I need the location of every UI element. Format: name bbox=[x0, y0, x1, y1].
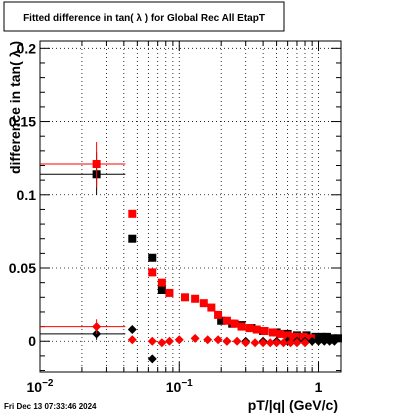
square-point bbox=[217, 316, 226, 325]
square-point bbox=[199, 299, 208, 308]
diamond-point bbox=[147, 336, 157, 346]
diamond-point bbox=[300, 338, 310, 348]
diamond-point bbox=[174, 335, 184, 345]
square-point bbox=[92, 160, 101, 169]
diamond-point bbox=[250, 338, 260, 348]
title-box bbox=[3, 1, 285, 32]
square-point bbox=[245, 324, 254, 333]
chart-title: Fitted difference in tan( λ ) for Global… bbox=[23, 13, 265, 24]
square-point bbox=[157, 278, 166, 287]
diamond-point bbox=[265, 338, 275, 348]
y-tick-label: 0.2 bbox=[17, 40, 37, 56]
diamond-point bbox=[278, 338, 288, 348]
diamond-point bbox=[164, 336, 174, 346]
diamond-point bbox=[329, 336, 339, 346]
square-point bbox=[157, 285, 166, 294]
data-marks bbox=[40, 142, 343, 364]
diamond-point bbox=[147, 354, 157, 364]
y-tick-label: 0 bbox=[28, 333, 36, 349]
square-point bbox=[214, 310, 223, 319]
diamond-point bbox=[307, 336, 317, 346]
diamond-point bbox=[127, 325, 137, 335]
axis-ticks bbox=[39, 41, 341, 372]
square-point bbox=[260, 326, 269, 335]
square-point bbox=[334, 334, 343, 343]
diamond-point bbox=[241, 338, 251, 348]
diamond-point bbox=[203, 335, 213, 345]
diamond-point bbox=[325, 336, 335, 346]
square-point bbox=[148, 253, 157, 262]
square-point bbox=[230, 319, 239, 328]
x-tick-label: 10−1 bbox=[166, 378, 193, 395]
square-point bbox=[181, 293, 190, 302]
square-point bbox=[148, 268, 157, 277]
square-point bbox=[165, 288, 174, 297]
square-point bbox=[191, 294, 200, 303]
diamond-point bbox=[319, 336, 329, 346]
square-point bbox=[299, 332, 308, 341]
diamond-point bbox=[258, 338, 268, 348]
diamond-point bbox=[190, 333, 200, 343]
square-point bbox=[252, 325, 261, 334]
x-tick-label: 10−2 bbox=[27, 378, 54, 395]
diamond-point bbox=[292, 338, 302, 348]
square-point bbox=[128, 234, 137, 243]
y-tick-label: 0.15 bbox=[9, 114, 36, 130]
x-tick-label: 1 bbox=[315, 379, 323, 395]
plot-frame bbox=[39, 40, 342, 373]
diamond-point bbox=[272, 338, 282, 348]
diamond-point bbox=[92, 322, 102, 332]
diamond-point bbox=[213, 335, 223, 345]
y-axis-label: difference in tan( λ ) bbox=[7, 41, 23, 174]
diamond-point bbox=[314, 336, 324, 346]
square-point bbox=[276, 329, 285, 338]
square-point bbox=[268, 328, 277, 337]
grid-lines bbox=[40, 41, 341, 372]
diamond-point bbox=[157, 338, 167, 348]
square-point bbox=[222, 316, 231, 325]
square-point bbox=[207, 303, 216, 312]
diamond-point bbox=[127, 335, 137, 345]
y-tick-label: 0.1 bbox=[17, 187, 37, 203]
timestamp: Fri Dec 13 07:33:46 2024 bbox=[4, 402, 97, 411]
square-point bbox=[237, 322, 246, 331]
y-tick-label: 0.05 bbox=[9, 260, 36, 276]
square-point bbox=[311, 332, 320, 341]
square-point bbox=[322, 332, 331, 341]
diamond-point bbox=[222, 336, 232, 346]
x-axis-label: pT/|q| (GeV/c) bbox=[248, 397, 338, 413]
square-point bbox=[128, 209, 137, 218]
square-point bbox=[291, 332, 300, 341]
tick-labels: 0 0.05 0.1 0.15 0.2 10−2 10−1 1 bbox=[9, 40, 323, 395]
diamond-point bbox=[232, 336, 242, 346]
diamond-point bbox=[286, 338, 296, 348]
square-point bbox=[283, 331, 292, 340]
square-point bbox=[317, 332, 326, 341]
